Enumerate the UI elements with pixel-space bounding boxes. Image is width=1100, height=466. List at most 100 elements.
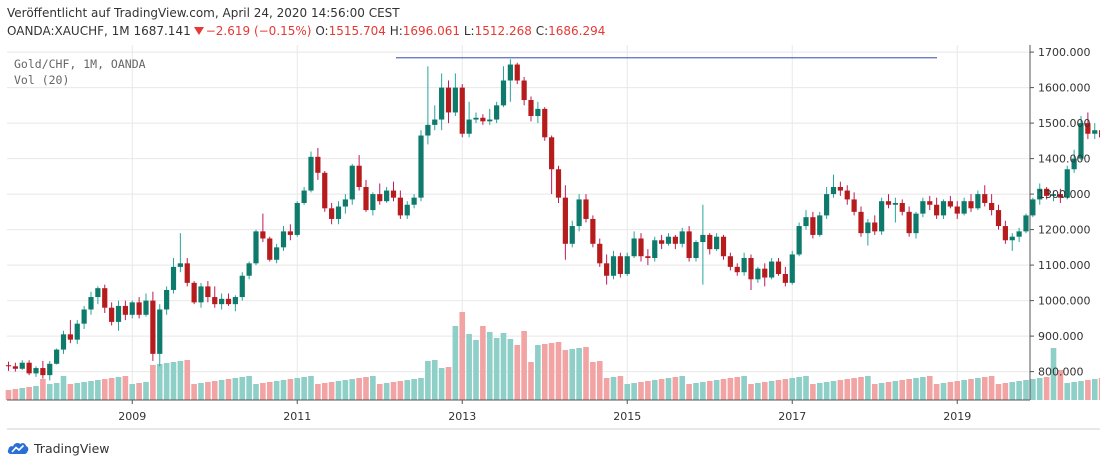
volume-bar (782, 379, 789, 400)
candle-body (604, 263, 610, 276)
candle-body (720, 236, 727, 257)
candle-body (755, 268, 761, 280)
volume-bar (266, 382, 273, 400)
volume-bar (871, 384, 878, 400)
candle-body (88, 297, 94, 310)
candle-body (810, 217, 816, 235)
volume-bar (954, 381, 961, 400)
volume-bar (452, 326, 459, 400)
candle-body (851, 199, 857, 212)
volume-bar (596, 361, 603, 400)
volume-bar (906, 379, 912, 400)
high-value: 1696.061 (402, 24, 461, 38)
candle-body (452, 87, 458, 113)
x-tick-label: 2009 (118, 410, 146, 423)
y-axis: 800.000 900.000 1000.000 1100.000 1200.000 13… (1030, 46, 1091, 379)
volume-bar (878, 383, 885, 400)
volume-bar (975, 378, 981, 400)
candle-body (54, 349, 60, 364)
volume-bar (968, 379, 974, 400)
volume-bar (67, 384, 74, 400)
candle-body (610, 256, 617, 276)
volume-bar (947, 382, 954, 400)
candle-body (569, 226, 575, 244)
volume-bar (988, 376, 995, 400)
candle-body (837, 187, 843, 191)
x-axis: 2009201120132015201720192021 (118, 400, 971, 423)
ohlc-line: OANDA:XAUCHF, 1M 1687.141 −2.619 (−0.15%)… (7, 24, 605, 38)
y-tick-label: 1600.000 (1038, 82, 1091, 95)
volume-bar (823, 382, 830, 400)
candle-body (26, 362, 32, 374)
candle-body (1071, 158, 1077, 170)
candle-body (274, 247, 280, 260)
volume-bar (507, 339, 514, 400)
candle-body (624, 256, 630, 274)
candle-body (439, 87, 445, 120)
tradingview-logo[interactable]: TradingView (7, 439, 110, 457)
volume-bar (205, 382, 211, 400)
candle-body (1078, 123, 1084, 159)
candle-body (954, 206, 960, 214)
candle-body (920, 201, 926, 214)
candle-body (1092, 130, 1098, 134)
volume-bar (920, 377, 926, 400)
candle-body (60, 334, 67, 350)
candle-body (631, 238, 637, 257)
volume-bar (844, 379, 851, 400)
candle-body (143, 300, 149, 315)
volume-bar (170, 362, 177, 400)
candle-body (707, 234, 713, 250)
volume-bar (163, 363, 170, 400)
candles (5, 59, 1100, 381)
candle-body (12, 366, 18, 369)
volume-bar (404, 380, 411, 400)
candle-body (287, 231, 293, 235)
volume-bar (156, 364, 163, 400)
candle-body (665, 236, 672, 244)
candle-body (934, 204, 940, 216)
volume-bar (486, 332, 493, 400)
candle-body (459, 87, 465, 134)
volume-bar (321, 383, 328, 400)
volume-bar (370, 376, 376, 400)
candle-body (734, 266, 740, 273)
tradingview-cloud-icon (7, 442, 29, 454)
volume-bar (150, 365, 156, 400)
low-value: 1512.268 (474, 24, 532, 38)
y-tick-label: 1300.000 (1038, 188, 1091, 201)
volume-bar (810, 384, 816, 400)
volume-bar (19, 388, 26, 400)
volume-bar (1057, 370, 1064, 400)
volume-bar (734, 377, 741, 400)
candle-body (885, 201, 892, 205)
volume-bar (253, 384, 259, 400)
y-tick-label: 900.000 (1038, 330, 1084, 343)
volume-bar (1091, 379, 1098, 400)
candle-body (47, 363, 53, 376)
candle-body (191, 282, 197, 303)
candle-body (384, 190, 390, 202)
candle-body (40, 368, 46, 376)
change-value: −2.619 (−0.15%) (205, 24, 312, 38)
candle-body (500, 80, 507, 106)
candle-body (308, 156, 314, 191)
volume-bar (638, 382, 644, 400)
volume-bar (328, 382, 335, 400)
volume-bar (445, 367, 452, 400)
candle-body (865, 222, 871, 234)
candle-body (473, 117, 479, 120)
candle-body (122, 305, 128, 315)
volume-bar (143, 382, 149, 400)
low-label: L: (463, 24, 475, 38)
volume-bar (280, 380, 287, 400)
volume-bar (514, 345, 521, 400)
volume-bar (651, 380, 658, 400)
candle-body (872, 222, 878, 232)
candle-body (363, 187, 369, 211)
volume-bar (397, 381, 404, 400)
volume-bar (335, 381, 342, 400)
candle-body (982, 194, 988, 203)
candle-body (411, 197, 417, 205)
